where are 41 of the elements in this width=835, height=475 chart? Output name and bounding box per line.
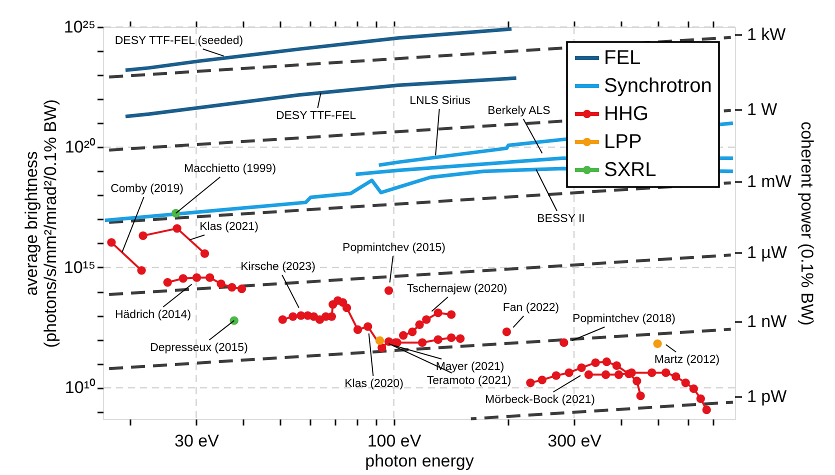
x-axis-title: photon energy — [365, 452, 474, 470]
legend-label: SXRL — [604, 159, 656, 181]
text: 1 mW — [747, 172, 792, 191]
text: 1 kW — [747, 25, 786, 44]
y-tick-label: 10¹⁵ — [64, 258, 96, 277]
annotation: Tschernajew (2020) — [406, 283, 508, 295]
x-tick-label: 100 eV — [367, 432, 422, 450]
annotation: Mayer (2021) — [436, 361, 504, 373]
annotation: Berkely ALS — [488, 105, 551, 117]
y-tick-label: 10²⁰ — [64, 138, 96, 157]
annotation: Depresseux (2015) — [150, 342, 248, 354]
text: 1 µW — [747, 243, 788, 262]
y2-axis-title: coherent power (0.1% BW) — [798, 121, 816, 326]
annotation: Macchietto (1999) — [184, 163, 276, 175]
annotation: LNLS Sirius — [410, 95, 471, 107]
annotation: Kirsche (2023) — [240, 261, 316, 273]
y-tick-label: 10²⁵ — [64, 18, 96, 36]
annotation: Hädrich (2014) — [114, 309, 192, 321]
annotation: Popmintchev (2018) — [572, 313, 676, 325]
annotation: DESY TTF-FEL (seeded) — [114, 35, 244, 47]
text: 1 nW — [747, 312, 787, 331]
legend-label: LPP — [604, 131, 642, 153]
text: 1 pW — [747, 387, 787, 406]
annotation: Comby (2019) — [110, 183, 184, 195]
annotation: Teramoto (2021) — [426, 375, 512, 387]
annotation: Martz (2012) — [654, 354, 720, 366]
annotation: DESY TTF-FEL — [276, 110, 357, 122]
y-tick-label: 10¹⁰ — [64, 378, 96, 398]
legend-label: FEL — [604, 47, 641, 69]
legend-label: HHG — [604, 103, 648, 125]
annotation: Popmintchev (2015) — [342, 242, 446, 254]
y-axis-title: average brightness (photons/s/mm²/mrad²/0.1% BW) — [22, 99, 60, 348]
annotation: Fan (2022) — [502, 302, 560, 314]
x-tick-label: 300 eV — [548, 432, 602, 450]
annotation: BESSY II — [537, 213, 585, 225]
annotation: Mörbeck-Bock (2021) — [485, 394, 596, 406]
x-tick-label: 30 eV — [174, 432, 220, 450]
annotation: Klas (2021) — [200, 221, 259, 233]
text: 1 W — [747, 100, 778, 119]
legend-label: Synchrotron — [604, 75, 712, 97]
annotation: Klas (2020) — [344, 378, 404, 390]
